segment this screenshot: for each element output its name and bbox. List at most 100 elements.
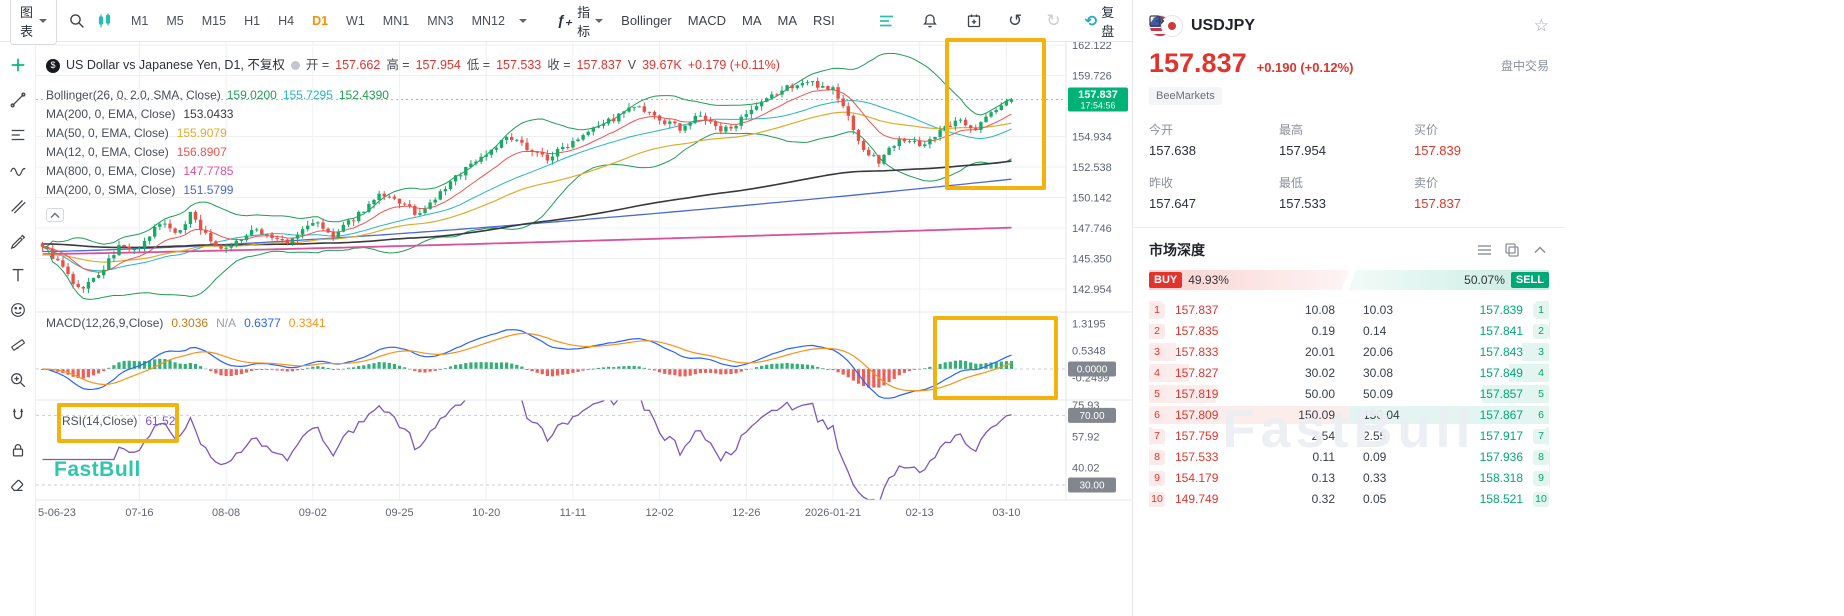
depth-row[interactable]: 10 149.749 0.32 0.05 158.521 10 xyxy=(1149,489,1549,509)
timeframe-m15[interactable]: M15 xyxy=(200,11,228,31)
ask-rank: 10 xyxy=(1533,491,1549,507)
svg-text:17:54:56: 17:54:56 xyxy=(1080,101,1115,111)
bid-volume: 0.32 xyxy=(1311,492,1335,506)
undo-icon[interactable]: ↺ xyxy=(1008,11,1023,30)
drawing-rectangle[interactable] xyxy=(57,403,179,443)
depth-row[interactable]: 9 154.179 0.13 0.33 158.318 9 xyxy=(1149,468,1549,488)
fib-retracement-icon[interactable] xyxy=(7,124,29,146)
depth-row[interactable]: 3 157.833 20.01 20.06 157.843 3 xyxy=(1149,342,1549,362)
panel-divider xyxy=(1132,0,1133,616)
macd-legend[interactable]: MACD(12,26,9,Close) 0.3036 N/A 0.6377 0.334… xyxy=(46,316,326,330)
indicator-chip-bollinger[interactable]: Bollinger xyxy=(621,13,672,28)
ask-rank: 2 xyxy=(1533,323,1549,339)
channel-tool-icon[interactable] xyxy=(7,194,29,216)
pane-collapse-button[interactable] xyxy=(46,208,64,222)
lock-tool-icon[interactable] xyxy=(7,439,29,461)
text-tool-icon[interactable] xyxy=(7,264,29,286)
depth-row[interactable]: 5 157.819 50.00 50.09 157.857 5 xyxy=(1149,384,1549,404)
wave-tool-icon[interactable] xyxy=(7,159,29,181)
bid-price: 157.827 xyxy=(1175,366,1219,380)
divider xyxy=(1133,227,1565,228)
toolbar-right-group: ↺ ↻ ⟲ 复盘 xyxy=(877,2,1167,40)
depth-list-icon[interactable] xyxy=(1475,241,1493,259)
depth-panel-icon[interactable] xyxy=(1503,241,1521,259)
timeframe-mn12[interactable]: MN12 xyxy=(470,11,507,31)
depth-collapse-icon[interactable] xyxy=(1531,241,1549,259)
depth-row[interactable]: 2 157.835 0.19 0.14 157.841 2 xyxy=(1149,321,1549,341)
emoji-tool-icon[interactable] xyxy=(7,299,29,321)
symbol-legend-row[interactable]: $ US Dollar vs Japanese Yen, D1, 不复权 开 =… xyxy=(46,56,780,75)
depth-layout-icon[interactable] xyxy=(877,10,897,32)
timeframe-d1[interactable]: D1 xyxy=(310,11,330,31)
timeframe-mn3[interactable]: MN3 xyxy=(425,11,455,31)
indicators-button[interactable]: ƒ₊ 指标 xyxy=(551,1,609,41)
ask-volume: 30.08 xyxy=(1363,366,1394,380)
bid-price: 157.837 xyxy=(1175,303,1219,317)
redo-icon[interactable]: ↻ xyxy=(1046,11,1061,30)
replay-button[interactable]: ⟲ 复盘 xyxy=(1085,2,1123,40)
bid-rank: 6 xyxy=(1149,407,1165,423)
ma-legend[interactable]: MA(200, 0, SMA, Close) 151.5799 xyxy=(46,183,234,197)
depth-row[interactable]: 6 157.809 150.09 150.04 157.867 6 xyxy=(1149,405,1549,425)
depth-row[interactable]: 8 157.533 0.11 0.09 157.936 8 xyxy=(1149,447,1549,467)
chart-type-icon[interactable] xyxy=(97,10,113,32)
svg-text:12-26: 12-26 xyxy=(732,507,760,519)
timeframe-m5[interactable]: M5 xyxy=(164,11,185,31)
timeframe-m1[interactable]: M1 xyxy=(129,11,150,31)
ma-legend[interactable]: MA(12, 0, EMA, Close) 156.8907 xyxy=(46,145,227,159)
ma-legend[interactable]: MA(200, 0, EMA, Close) 153.0433 xyxy=(46,107,234,121)
magnet-tool-icon[interactable] xyxy=(7,404,29,426)
chart-canvas[interactable]: 162.122 159.726 154.934 152.538 150.142 147.7… xyxy=(36,42,1132,524)
brush-tool-icon[interactable] xyxy=(7,229,29,251)
bid-price: 157.759 xyxy=(1175,429,1219,443)
bid-rank: 3 xyxy=(1149,344,1165,360)
ruler-tool-icon[interactable] xyxy=(7,334,29,356)
rsi-legend[interactable]: RSI(14,Close) 61.52 xyxy=(62,414,176,428)
favorite-star-icon[interactable]: ☆ xyxy=(1533,16,1549,35)
depth-row[interactable]: 1 157.837 10.08 10.03 157.839 1 xyxy=(1149,300,1549,320)
stat-最高: 最高 157.954 xyxy=(1279,123,1326,158)
svg-text:03-10: 03-10 xyxy=(992,507,1020,519)
stat-最低: 最低 157.533 xyxy=(1279,176,1326,211)
svg-text:70.00: 70.00 xyxy=(1079,411,1104,422)
indicator-chip-ma[interactable]: MA xyxy=(777,13,798,28)
sell-badge: SELL xyxy=(1510,272,1549,288)
drawing-rectangle[interactable] xyxy=(933,316,1058,400)
bid-rank: 7 xyxy=(1149,428,1165,444)
indicator-chip-rsi[interactable]: RSI xyxy=(813,13,835,28)
ma-legend[interactable]: MA(800, 0, EMA, Close) 147.7785 xyxy=(46,164,234,178)
timeframe-mn1[interactable]: MN1 xyxy=(381,11,411,31)
depth-row[interactable]: 7 157.759 2.54 2.55 157.917 7 xyxy=(1149,426,1549,446)
indicator-chip-ma[interactable]: MA xyxy=(742,13,762,28)
svg-text:09-02: 09-02 xyxy=(299,507,327,519)
drawing-rectangle[interactable] xyxy=(945,38,1046,190)
vol-value: 39.67K xyxy=(642,58,682,72)
calendar-event-icon[interactable] xyxy=(964,10,984,32)
ma-legend[interactable]: MA(50, 0, EMA, Close) 155.9079 xyxy=(46,126,227,140)
chart-menu-button[interactable]: 图表 xyxy=(10,0,58,45)
broker-tag[interactable]: BeeMarkets xyxy=(1149,87,1222,105)
timeframe-expand-icon[interactable] xyxy=(518,18,527,27)
export-chart-icon[interactable] xyxy=(1147,10,1167,32)
depth-row[interactable]: 4 157.827 30.02 30.08 157.849 4 xyxy=(1149,363,1549,383)
bollinger-legend[interactable]: Bollinger(26, 0, 2.0, SMA, Close) 159.02… xyxy=(46,86,780,105)
svg-text:2026-01-21: 2026-01-21 xyxy=(805,507,861,519)
timeframe-h1[interactable]: H1 xyxy=(242,11,262,31)
depth-table: 1 157.837 10.08 10.03 157.839 1 2 157.835 0.19 0.… xyxy=(1149,300,1549,509)
timeframe-w1[interactable]: W1 xyxy=(344,11,367,31)
timeframe-h4[interactable]: H4 xyxy=(276,11,296,31)
zoom-in-icon[interactable] xyxy=(7,369,29,391)
stat-买价: 买价 157.839 xyxy=(1414,123,1461,158)
indicator-chip-macd[interactable]: MACD xyxy=(687,13,727,28)
rsi-value: 61.52 xyxy=(145,414,176,428)
eraser-tool-icon[interactable] xyxy=(7,474,29,496)
stat-今开: 今开 157.638 xyxy=(1149,123,1196,158)
alert-bell-icon[interactable] xyxy=(921,10,941,32)
indicators-label: 指标 xyxy=(577,4,591,39)
bollinger-value: 155.7295 xyxy=(282,88,333,102)
svg-text:57.92: 57.92 xyxy=(1072,431,1100,443)
add-tool-icon[interactable] xyxy=(7,54,29,76)
search-icon[interactable] xyxy=(69,10,85,32)
ask-price: 157.917 xyxy=(1479,429,1523,443)
trendline-tool-icon[interactable] xyxy=(7,89,29,111)
